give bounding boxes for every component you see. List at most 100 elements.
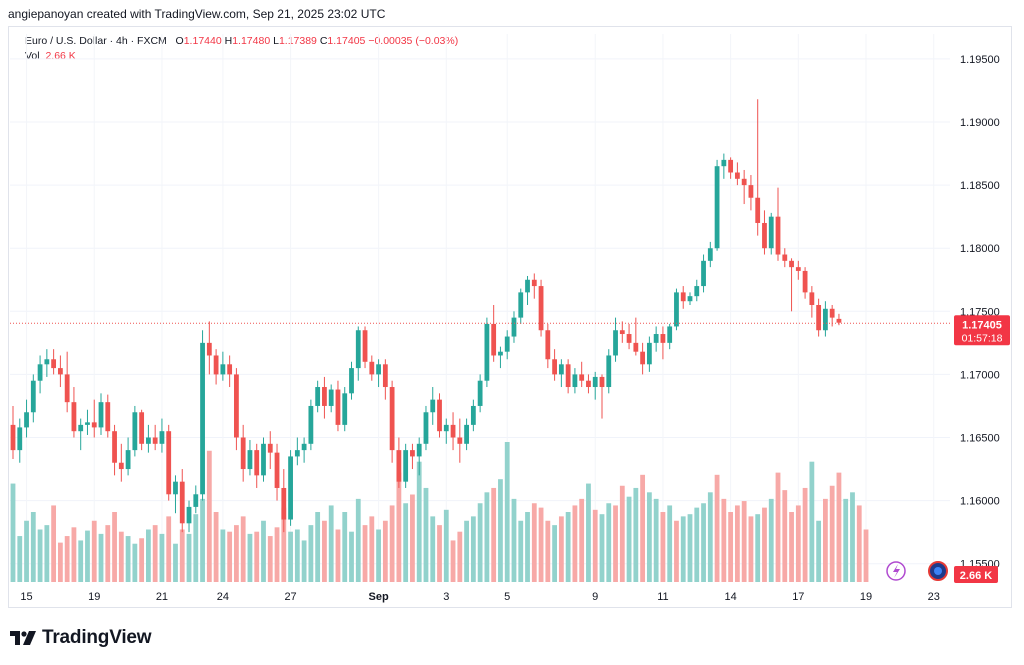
brand-logo[interactable]: TradingView: [10, 627, 152, 649]
volume-bar: [775, 472, 781, 582]
volume-bar: [707, 492, 713, 582]
candle-body: [518, 292, 524, 318]
volume-bar: [565, 512, 571, 582]
candle-body: [335, 389, 341, 425]
volume-bar: [24, 520, 29, 582]
volume-bar: [477, 503, 483, 582]
volume-bar: [125, 536, 131, 582]
close-value: 1.17405: [327, 35, 366, 47]
volume-bar: [518, 520, 524, 582]
volume-bar: [200, 498, 205, 582]
volume-bar: [186, 533, 192, 582]
candle-body: [294, 450, 300, 457]
candle-body: [281, 487, 287, 520]
volume-bar: [572, 505, 578, 582]
candle-body: [71, 402, 77, 432]
brand-name: TradingView: [42, 627, 152, 648]
price-badge: [954, 315, 1010, 346]
volume-bar: [382, 520, 388, 582]
candle-body: [816, 305, 822, 331]
tradingview-logo-icon: [10, 631, 36, 645]
candle-body: [511, 317, 517, 337]
volume-bar: [349, 531, 354, 582]
candle-body: [586, 380, 591, 388]
volume-bar: [206, 450, 212, 582]
candle-body: [17, 427, 23, 451]
candle-body: [51, 359, 57, 369]
candle-body: [470, 405, 476, 425]
volume-bar: [166, 516, 172, 582]
volume-bar: [484, 492, 490, 582]
volume-bar: [470, 516, 476, 582]
volume-bar: [369, 516, 375, 582]
volume-bar: [78, 540, 84, 582]
candle-body: [234, 374, 239, 438]
candle-body: [274, 452, 280, 488]
volume-bar: [44, 525, 50, 582]
volume-bar: [410, 494, 415, 582]
volume-bar: [362, 525, 368, 582]
candle-body: [423, 412, 429, 444]
candle-body: [477, 380, 483, 406]
volume-bar: [193, 514, 199, 582]
volume-bar: [782, 490, 788, 582]
volume-bar: [132, 543, 138, 582]
volume-bar: [261, 520, 266, 582]
candle-body: [809, 292, 815, 305]
volume-bar: [592, 509, 598, 582]
volume-bar: [437, 525, 442, 582]
volume-bar: [836, 472, 842, 582]
volume-bar: [430, 516, 436, 582]
volume-bar: [680, 516, 686, 582]
y-tick-label: 1.18000: [960, 243, 1000, 255]
volume-bar: [734, 505, 740, 582]
candle-body: [267, 443, 273, 453]
volume-bar: [606, 503, 612, 582]
candle-body: [667, 326, 673, 343]
candle-body: [572, 374, 578, 388]
candle-body: [206, 342, 212, 356]
volume-bar: [247, 533, 253, 582]
candle-body: [782, 254, 788, 261]
volume-bar: [525, 512, 530, 582]
candle-body: [795, 267, 801, 271]
volume-bar: [389, 505, 395, 582]
volume-bar: [450, 540, 456, 582]
volume-bar: [335, 529, 341, 582]
open-key: O: [175, 35, 184, 47]
volume-bar: [139, 538, 145, 582]
volume-bar: [802, 487, 808, 582]
volume-bar: [71, 527, 77, 582]
candle-body: [376, 364, 381, 375]
volume-bar: [653, 498, 659, 582]
candle-body: [640, 351, 646, 365]
candle-body: [37, 364, 43, 381]
y-tick-label: 1.16500: [960, 433, 1000, 445]
volume-bar: [376, 529, 381, 582]
candle-body: [247, 450, 253, 470]
symbol-label: Euro / U.S. Dollar · 4h · FXCM: [25, 35, 167, 47]
volume-bar: [342, 512, 348, 582]
volume-bar: [816, 520, 822, 582]
candle-body: [457, 437, 463, 444]
candle-body: [599, 376, 605, 388]
volume-bar: [213, 512, 219, 582]
candle-body: [653, 334, 659, 343]
volume-bar: [37, 529, 43, 582]
candle-body: [322, 387, 327, 406]
x-tick-label: 5: [504, 591, 510, 603]
volume-bar: [579, 498, 585, 582]
volume-bar: [809, 461, 815, 582]
volume-bar: [823, 498, 828, 582]
candle-body: [734, 172, 740, 179]
x-tick-label: 3: [443, 591, 449, 603]
y-tick-label: 1.18500: [960, 180, 1000, 192]
price-badge-countdown: 01:57:18: [962, 332, 1003, 344]
volume-bar: [173, 543, 178, 582]
volume-bar: [464, 520, 469, 582]
candlestick-chart[interactable]: 1.195001.190001.185001.180001.175001.170…: [0, 0, 1024, 620]
volume-bar: [308, 525, 314, 582]
x-tick-label: 19: [860, 591, 872, 603]
candle-body: [531, 279, 537, 287]
volume-bar: [748, 516, 754, 582]
